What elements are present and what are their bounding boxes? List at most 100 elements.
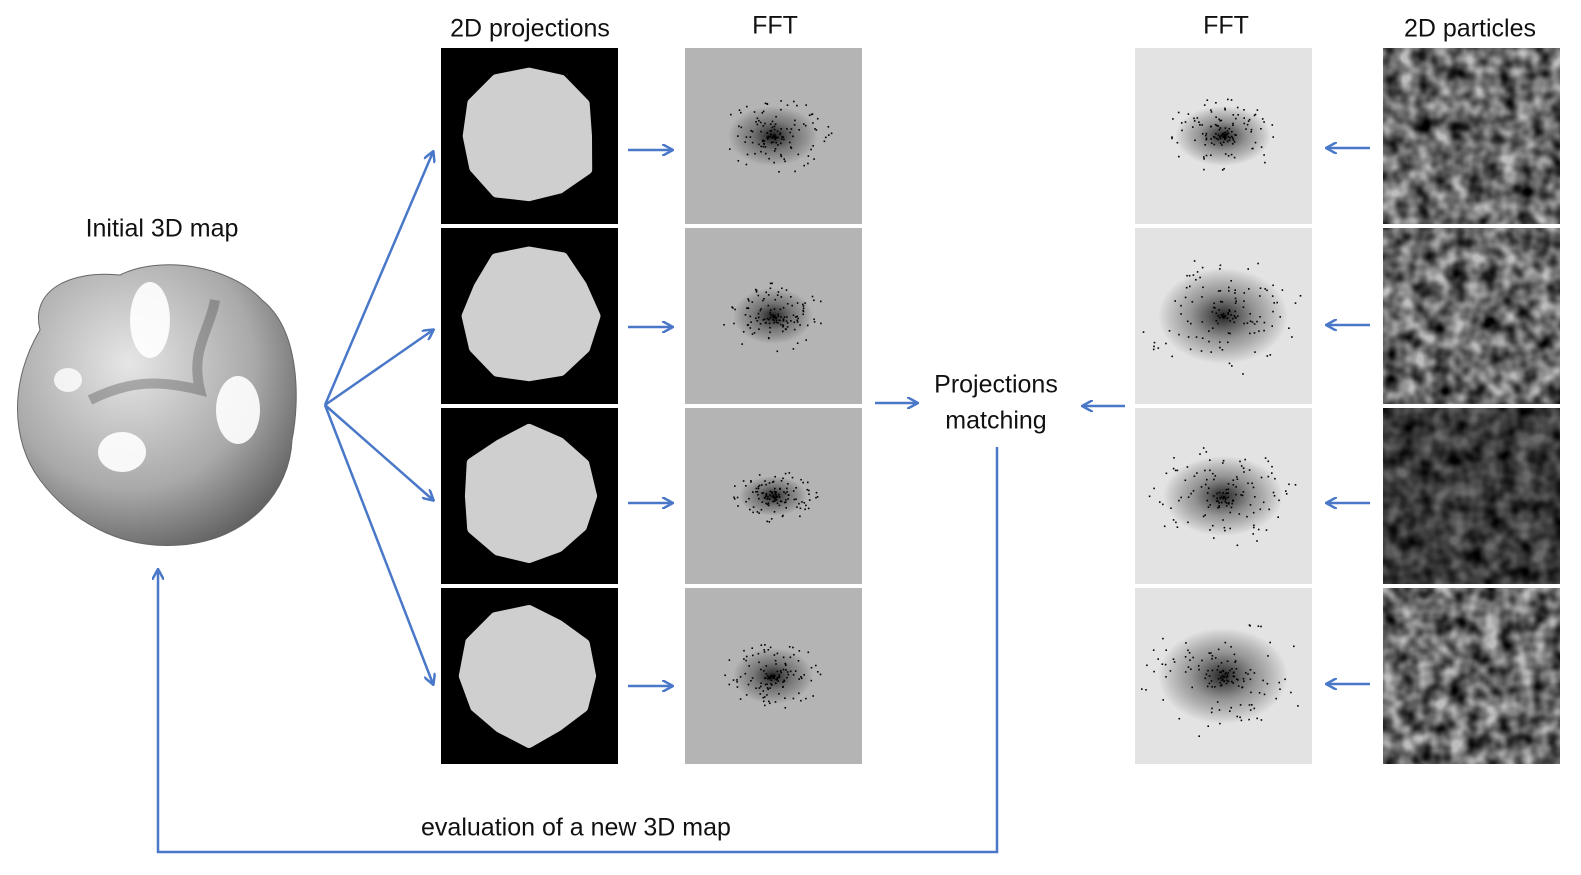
fft-dot — [1221, 144, 1223, 146]
fft-dot — [796, 104, 798, 107]
fft-dot — [1249, 669, 1252, 671]
fft-dot — [1204, 677, 1207, 680]
fft-dot — [765, 291, 767, 294]
fft-dot — [770, 676, 773, 678]
fft-dot — [1171, 136, 1173, 138]
fft-dot — [745, 485, 747, 487]
fft-dot — [1208, 652, 1210, 654]
fft-dot — [1234, 297, 1237, 300]
fft-dot — [758, 328, 760, 330]
fft-dot — [1228, 362, 1231, 365]
fft-dot — [814, 128, 816, 130]
fft-dot — [736, 679, 738, 681]
fft-dot — [1176, 141, 1179, 144]
fft-dot — [1269, 354, 1272, 356]
fft-dot — [803, 502, 806, 504]
fft-dot — [763, 298, 765, 300]
fft-dot — [1261, 118, 1264, 120]
fft-dot — [1237, 114, 1239, 116]
fft-dot — [767, 688, 769, 691]
fft-dot — [782, 330, 784, 333]
fft-dot — [758, 687, 761, 689]
fft-dot — [1218, 709, 1221, 711]
fft-dot — [1233, 156, 1236, 159]
fft-dot — [1254, 141, 1257, 144]
fft-dot — [774, 487, 776, 490]
fft-dot — [778, 493, 780, 496]
fft-dot — [1217, 648, 1220, 651]
fft-dot — [1219, 142, 1222, 144]
fft-dot — [1259, 316, 1261, 318]
fft-dot — [1260, 146, 1263, 148]
fft-dot — [729, 148, 731, 150]
fft-dot — [755, 687, 757, 689]
fft-dot — [1201, 659, 1203, 662]
fft-dot — [1254, 496, 1256, 498]
fft-dot — [1247, 268, 1249, 270]
fft-dot — [1190, 668, 1192, 670]
fft-dot — [1220, 677, 1222, 679]
fft-dot — [757, 294, 760, 297]
fft-dot — [1259, 295, 1261, 297]
fft-dot — [780, 323, 782, 326]
fft-dot — [1269, 641, 1271, 644]
fft-dot — [1233, 675, 1236, 678]
fft-dot — [771, 684, 773, 686]
fft-dot — [745, 163, 748, 166]
fft-dot — [1199, 453, 1201, 455]
fft-dot — [1206, 492, 1209, 494]
fft-dot — [1193, 475, 1196, 477]
fft-dot — [769, 317, 772, 319]
fft-dot — [772, 480, 775, 483]
fft-dot — [1159, 501, 1161, 503]
fft-dot — [1252, 147, 1254, 150]
fft-dot — [761, 112, 764, 114]
fft-dot — [781, 138, 783, 140]
fft-dot — [1230, 314, 1232, 316]
fft-dot — [1214, 307, 1216, 309]
fft-dot — [796, 319, 799, 322]
fft-dot — [758, 497, 760, 500]
fft-dot — [803, 123, 805, 125]
fft-dot — [1224, 498, 1227, 501]
fft-dot — [815, 491, 818, 494]
fft-dot — [828, 134, 830, 136]
fft-dot — [1243, 122, 1246, 125]
fft-dot — [1213, 143, 1216, 146]
fft-dot — [1232, 672, 1235, 674]
fft-dot — [1213, 136, 1215, 138]
fft-dot — [1237, 315, 1239, 317]
fft-dot — [823, 140, 826, 143]
fft-dot — [1227, 332, 1230, 334]
fft-dot — [1278, 681, 1280, 684]
fft-dot — [1234, 134, 1236, 136]
fft-dot — [1260, 476, 1263, 479]
fft-dot — [1200, 486, 1203, 488]
fft-dot — [825, 136, 827, 139]
fft-dot — [802, 309, 804, 312]
fft-dot — [1222, 141, 1225, 144]
fft-dot — [774, 148, 777, 150]
fft-dot — [1226, 660, 1229, 662]
fft-dot — [1202, 286, 1204, 289]
fft-dot — [792, 674, 795, 676]
fft-dot — [783, 679, 785, 682]
fft-dot — [1272, 284, 1274, 287]
fft-dot — [750, 129, 753, 132]
fft-dot — [762, 125, 765, 127]
fft-dot — [1174, 300, 1176, 302]
fft-dot — [1243, 471, 1245, 473]
fft-dot — [769, 646, 772, 649]
fft-dot — [794, 670, 797, 672]
fft-dot — [1221, 301, 1224, 303]
fft-dot — [802, 307, 805, 310]
fft-dot — [1220, 119, 1223, 122]
fft-dot — [766, 677, 769, 680]
fft-dot — [1219, 722, 1221, 725]
fft-dot — [1223, 133, 1225, 135]
fft-dot — [1152, 649, 1155, 651]
fft-dot — [762, 319, 765, 321]
fft-dot — [1294, 302, 1297, 304]
fft-dot — [1285, 493, 1288, 495]
fft-dot — [1212, 495, 1215, 497]
